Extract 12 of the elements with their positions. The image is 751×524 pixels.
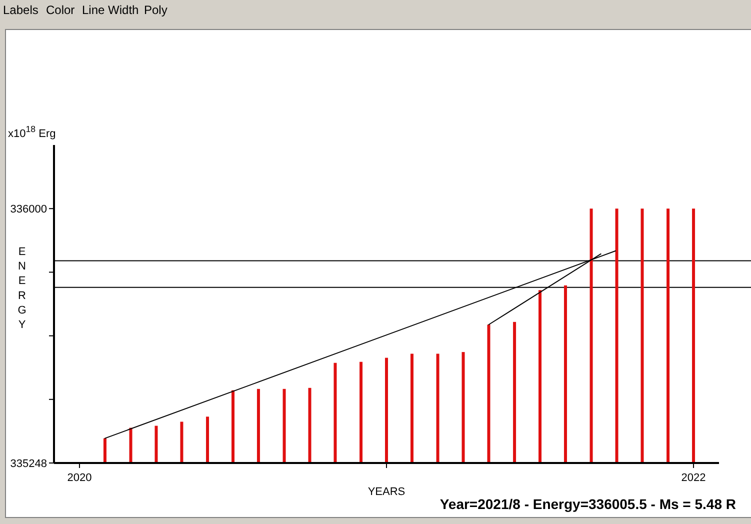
x-tick-label: 2022 <box>681 472 706 484</box>
y-axis-title: ENERGY <box>18 246 26 331</box>
y-tick-label: 335248 <box>10 458 47 470</box>
text: Year=2021/8 - Energy=336005.5 - Ms = 5.48 R <box>440 496 736 512</box>
x-tick-label: 2020 <box>67 472 92 484</box>
text: Color <box>46 3 75 17</box>
y-tick-label: 336000 <box>10 203 47 216</box>
text: Labels <box>3 3 38 17</box>
x-axis-title: YEARS <box>368 486 406 498</box>
text: Line Width <box>82 3 139 17</box>
text: Poly <box>144 3 168 17</box>
text: x10$^{18}$ Erg <box>8 124 56 140</box>
